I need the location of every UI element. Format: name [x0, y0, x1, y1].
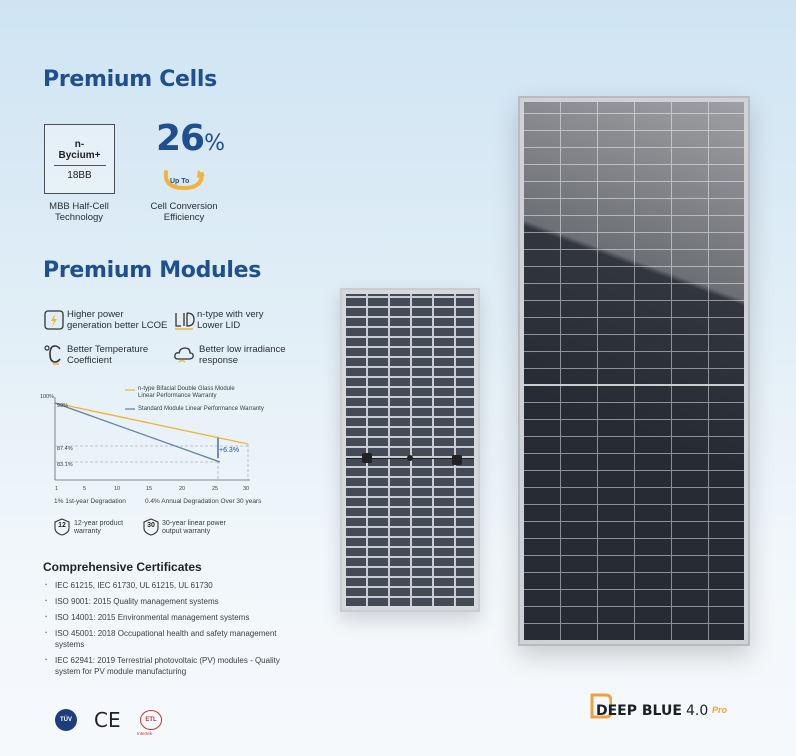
thermometer-icon [44, 345, 61, 365]
chart-caption-right: 0.4% Annual Degradation Over 30 years [145, 498, 262, 505]
cell-box-caption-1: MBB Half-Cell [49, 201, 109, 212]
cell-box-caption-2: Technology [54, 212, 104, 223]
feature-1-line1: Higher power [67, 309, 124, 320]
feature-2-line1: n-type with very [197, 309, 264, 320]
feature-1-text: Higher power generation better LCOE [67, 309, 167, 331]
chart-caption-left: 1% 1st-year Degradation [54, 498, 126, 505]
premium-modules-heading: Premium Modules [43, 258, 262, 283]
efficiency-caption-2: Efficiency [163, 212, 205, 223]
back-panel [340, 288, 480, 612]
chart-label-87: 87.4% [57, 446, 73, 452]
power-warranty-text: 30-year linear power output warranty [162, 520, 226, 536]
x-tick: 15 [146, 486, 153, 492]
product-warranty-badge [54, 518, 70, 536]
certificate-item: ISO 45001: 2018 Occupational health and … [43, 627, 293, 650]
up-to-label: Up To [170, 178, 190, 185]
feature-higher-power [43, 309, 65, 336]
front-panel [518, 96, 750, 646]
x-tick: 10 [114, 486, 121, 492]
warranty-chart [54, 389, 250, 481]
x-tick: 5 [83, 486, 87, 492]
efficiency-caption: Cell Conversion Efficiency [143, 201, 225, 223]
x-tick: 20 [179, 486, 186, 492]
legend-ntype-line1: n-type Bifacial Double Glass Module [138, 386, 235, 392]
etl-logo: ETL [140, 710, 162, 730]
feature-irradiance [173, 343, 195, 370]
product-warranty-badge-text: 12 [58, 522, 66, 529]
brand-name: DEEP BLUE [596, 703, 682, 719]
feature-2-line2: Lower LID [197, 320, 241, 331]
certificate-item: IEC 61215, IEC 61730, UL 61215, UL 61730 [43, 579, 293, 591]
product-warranty-text: 12-year product warranty [74, 520, 123, 536]
brand-mark-icon [590, 693, 612, 719]
brand-version: 4.0 [686, 703, 709, 719]
ce-logo: CE [94, 708, 121, 732]
feature-4-line1: Better low irradiance [199, 344, 286, 355]
cloud-icon [174, 347, 194, 363]
certificate-item: ISO 9001: 2015 Quality management system… [43, 595, 293, 607]
brand-badge: Pro [712, 705, 728, 715]
certificates-list: IEC 61215, IEC 61730, UL 61215, UL 61730… [43, 579, 293, 682]
feature-3-text: Better Temperature Coefficient [67, 344, 148, 366]
power-warranty-badge [143, 518, 159, 536]
certificate-item: ISO 14001: 2015 Environmental management… [43, 611, 293, 623]
legend-standard: Standard Module Linear Performance Warra… [138, 406, 264, 412]
chart-y-top-label: 100% [40, 394, 55, 400]
feature-temperature [43, 343, 65, 370]
cell-box-line1: n- [74, 139, 85, 150]
legend-ntype: n-type Bifacial Double Glass Module Line… [138, 386, 235, 400]
product-warranty-line1: 12-year product [74, 520, 124, 527]
cell-box-line3: 18BB [67, 170, 92, 181]
certificate-item: IEC 62941: 2019 Terrestrial photovoltaic… [43, 654, 293, 677]
power-warranty-line1: 30-year linear power [162, 520, 226, 527]
feature-2-text: n-type with very Lower LID [197, 309, 264, 331]
efficiency-caption-1: Cell Conversion [150, 201, 218, 212]
premium-cells-heading: Premium Cells [43, 67, 217, 92]
efficiency-value: 26% [156, 118, 225, 159]
feature-4-line2: response [199, 355, 239, 366]
up-arrow-icon [163, 170, 205, 191]
etl-sub-label: Intertek [137, 731, 153, 736]
feature-4-text: Better low irradiance response [199, 344, 286, 366]
tuv-logo: TÜV [55, 709, 77, 731]
power-warranty-line2: output warranty [162, 528, 211, 535]
power-warranty-badge-text: 30 [147, 522, 155, 529]
x-tick: 30 [243, 486, 250, 492]
chart-label-99: 99% [57, 403, 69, 409]
chart-delta-label: +6.3% [219, 447, 240, 454]
lightning-icon [44, 310, 64, 330]
lid-icon [175, 312, 195, 330]
bycium-cell-box: n- Bycium+ 18BB [44, 124, 115, 194]
certificates-heading: Comprehensive Certificates [43, 560, 202, 574]
cell-box-line2: Bycium+ [58, 150, 101, 161]
feature-3-line2: Coefficient [67, 355, 112, 366]
feature-1-line2: generation better LCOE [67, 320, 168, 331]
chart-line-ntype [54, 402, 249, 445]
chart-line-standard [54, 402, 221, 463]
chart-label-83: 83.1% [57, 462, 73, 468]
feature-3-line1: Better Temperature [67, 344, 149, 355]
x-tick: 1 [55, 486, 59, 492]
feature-lid [173, 309, 195, 336]
legend-ntype-line2: Linear Performance Warranty [138, 393, 217, 399]
efficiency-unit: % [204, 131, 226, 156]
x-tick: 25 [212, 486, 219, 492]
cell-box-caption: MBB Half-Cell Technology [38, 201, 120, 223]
efficiency-number: 26 [156, 118, 205, 159]
product-warranty-line2: warranty [74, 528, 101, 535]
